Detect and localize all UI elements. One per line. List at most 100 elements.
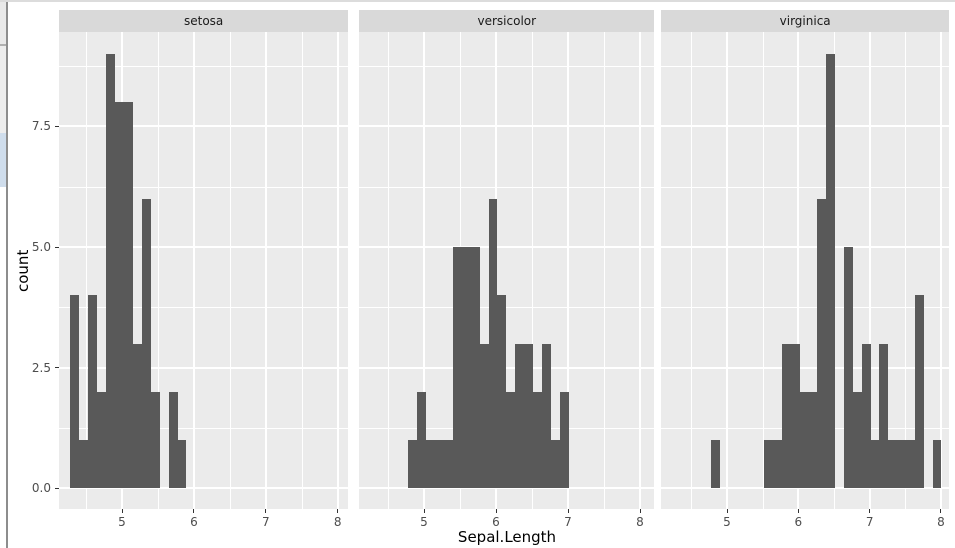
histogram-bar bbox=[506, 391, 516, 489]
histogram-bar bbox=[461, 247, 471, 489]
histogram-bar bbox=[443, 440, 453, 489]
histogram-bar bbox=[826, 54, 836, 489]
gridline-major-y bbox=[359, 246, 655, 249]
histogram-bar bbox=[132, 343, 142, 489]
y-tick-mark bbox=[55, 487, 59, 489]
x-tick-label: 6 bbox=[190, 515, 198, 529]
y-tick-mark bbox=[55, 246, 59, 248]
gridline-major-x bbox=[192, 32, 195, 509]
histogram-bar bbox=[168, 391, 178, 489]
left-pane-scrollbar-thumb[interactable] bbox=[0, 133, 7, 187]
x-tick-mark bbox=[567, 509, 569, 513]
histogram-bar bbox=[542, 343, 552, 489]
gridline-minor-y bbox=[661, 66, 950, 68]
histogram-bar bbox=[764, 440, 774, 489]
gridline-minor-x bbox=[229, 32, 231, 509]
histogram-bar bbox=[479, 343, 489, 489]
gridline-major-x bbox=[264, 32, 267, 509]
gridline-major-y bbox=[359, 366, 655, 369]
y-tick-label: 5.0 bbox=[31, 240, 51, 255]
gridline-minor-x bbox=[905, 32, 907, 509]
gridline-minor-y bbox=[359, 186, 655, 188]
histogram-bar bbox=[773, 440, 783, 489]
x-tick-mark bbox=[639, 509, 641, 513]
histogram-bar bbox=[408, 440, 418, 489]
y-tick-label: 7.5 bbox=[31, 119, 51, 134]
histogram-bar bbox=[434, 440, 444, 489]
x-tick-mark bbox=[337, 509, 339, 513]
histogram-bar bbox=[808, 391, 818, 489]
histogram-bar bbox=[852, 391, 862, 489]
gridline-major-y bbox=[59, 125, 349, 128]
histogram-bar bbox=[551, 440, 560, 489]
gridline-minor-x bbox=[86, 32, 88, 509]
y-tick-mark bbox=[55, 367, 59, 369]
gridline-minor-y bbox=[661, 307, 950, 309]
window-top-border bbox=[0, 0, 955, 2]
x-tick-label: 6 bbox=[794, 515, 803, 529]
gridline-minor-y bbox=[359, 307, 655, 309]
plot-panel bbox=[359, 32, 655, 509]
gridline-major-x bbox=[566, 32, 569, 509]
facet-strip: virginica bbox=[661, 10, 950, 32]
x-axis-title: Sepal.Length bbox=[457, 528, 557, 546]
gridline-major-y bbox=[661, 366, 950, 369]
x-tick-label: 6 bbox=[492, 515, 500, 529]
gridline-minor-y bbox=[661, 186, 950, 188]
y-tick-label: 0.0 bbox=[31, 481, 51, 496]
histogram-bar bbox=[932, 440, 942, 489]
y-tick-mark bbox=[55, 125, 59, 127]
histogram-bar bbox=[79, 440, 89, 489]
x-tick-mark bbox=[869, 509, 871, 513]
facet-strip-label: versicolor bbox=[477, 14, 537, 28]
x-tick-mark bbox=[121, 509, 123, 513]
gridline-major-x bbox=[422, 32, 425, 509]
x-tick-label: 8 bbox=[937, 515, 945, 529]
x-tick-mark bbox=[940, 509, 942, 513]
x-tick-mark bbox=[265, 509, 267, 513]
histogram-bar bbox=[533, 391, 543, 489]
x-tick-mark bbox=[726, 509, 728, 513]
gridline-major-x bbox=[726, 32, 728, 509]
histogram-bar bbox=[177, 440, 187, 489]
histogram-bar bbox=[799, 391, 809, 489]
plot-panel bbox=[59, 32, 349, 509]
histogram-bar bbox=[515, 343, 525, 489]
facet-strip: versicolor bbox=[359, 10, 655, 32]
x-tick-label: 5 bbox=[723, 515, 731, 529]
gridline-minor-y bbox=[359, 66, 655, 68]
gridline-major-y bbox=[661, 487, 950, 490]
histogram-bar bbox=[70, 295, 80, 489]
histogram-bar bbox=[790, 343, 800, 489]
histogram-bar bbox=[888, 440, 898, 489]
gridline-major-y bbox=[661, 125, 950, 128]
histogram-bar bbox=[425, 440, 435, 489]
gridline-major-x bbox=[939, 32, 942, 509]
gridline-minor-y bbox=[59, 66, 349, 68]
gridline-minor-x bbox=[157, 32, 159, 509]
histogram-bar bbox=[560, 391, 569, 489]
histogram-bar bbox=[150, 391, 160, 489]
gridline-minor-y bbox=[59, 307, 349, 309]
facet-strip: setosa bbox=[59, 10, 349, 32]
histogram-bar bbox=[123, 102, 133, 489]
x-tick-label: 5 bbox=[420, 515, 428, 529]
x-tick-mark bbox=[495, 509, 497, 513]
gridline-major-y bbox=[59, 246, 349, 249]
x-tick-label: 7 bbox=[261, 515, 270, 529]
x-tick-mark bbox=[193, 509, 195, 513]
gridline-minor-x bbox=[301, 32, 303, 509]
x-tick-mark bbox=[797, 509, 799, 513]
histogram-bar bbox=[470, 247, 480, 489]
histogram-bar bbox=[711, 440, 721, 489]
left-pane-edge-middle bbox=[0, 46, 6, 133]
histogram-bar bbox=[906, 440, 915, 489]
histogram-bar bbox=[870, 440, 880, 489]
histogram-bar bbox=[417, 391, 426, 489]
gridline-major-y bbox=[59, 366, 349, 369]
histogram-bar bbox=[879, 343, 889, 489]
histogram-bar bbox=[141, 198, 151, 489]
histogram-bar bbox=[861, 343, 871, 489]
gridline-minor-x bbox=[691, 32, 693, 509]
